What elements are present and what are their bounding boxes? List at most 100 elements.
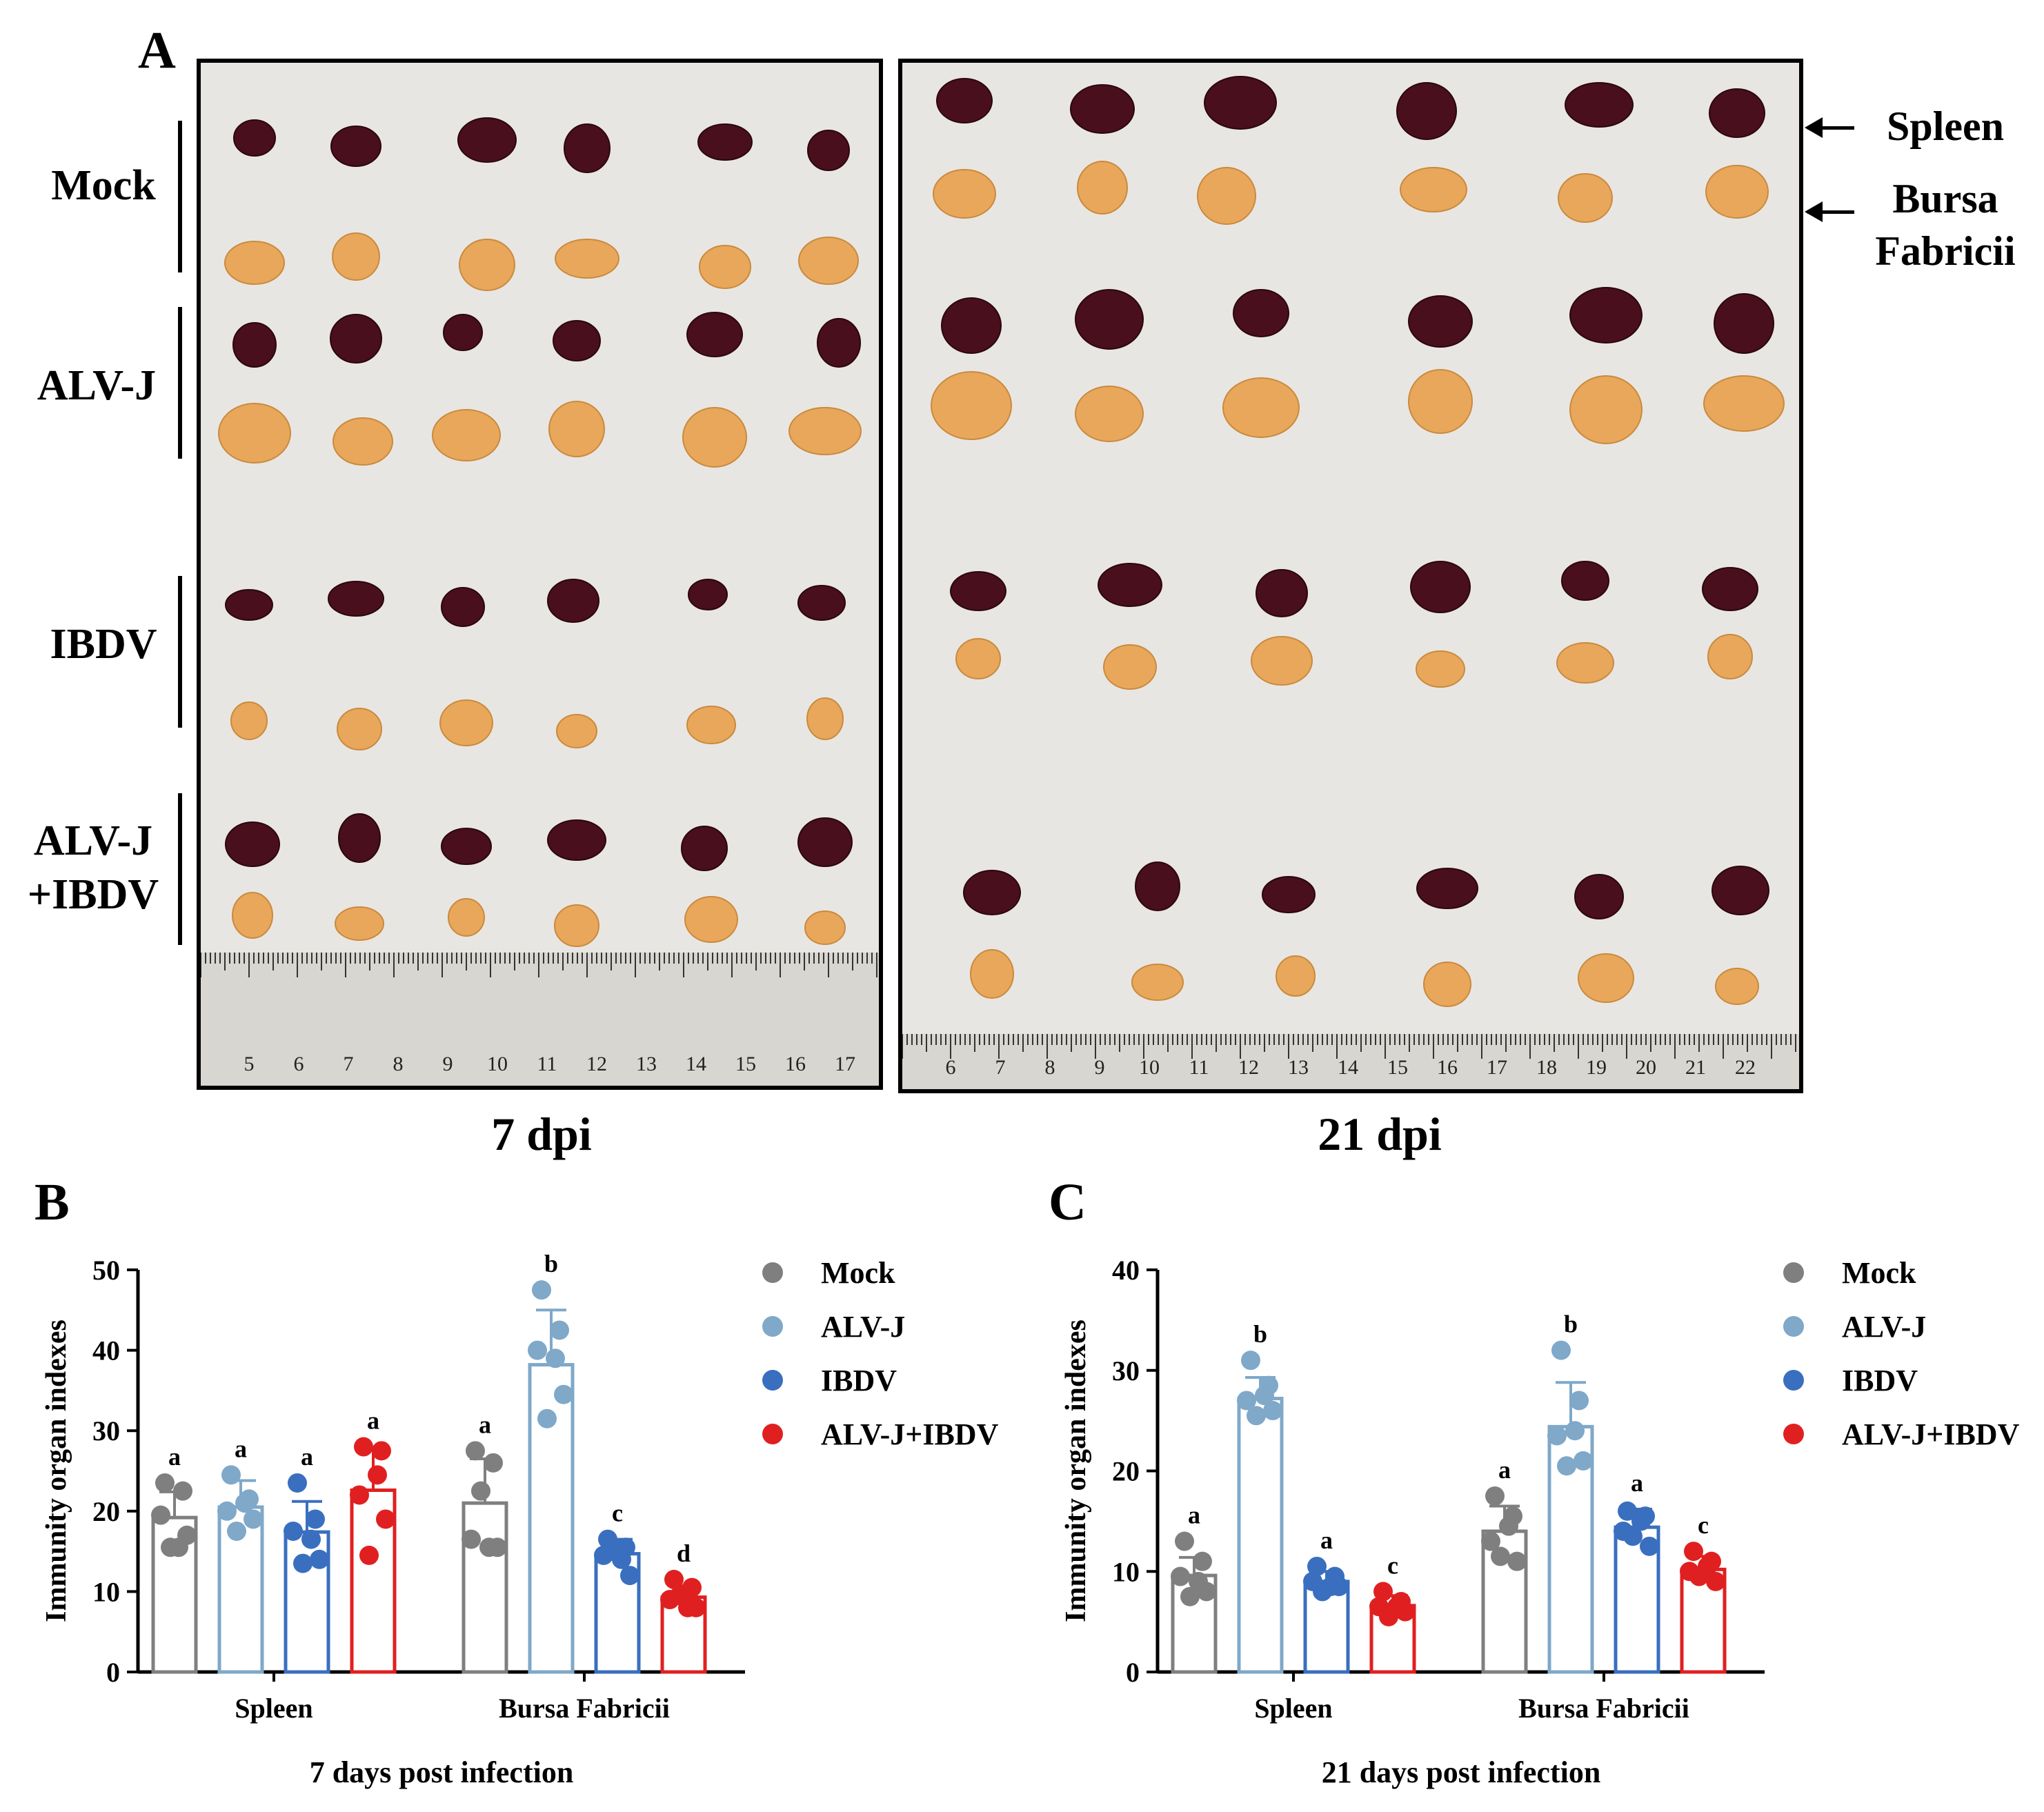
spleen-specimen: [681, 826, 728, 871]
data-point: [1307, 1556, 1327, 1576]
ruler-number: 10: [487, 1053, 508, 1075]
data-point: [1574, 1451, 1593, 1471]
bursa-specimen: [1197, 167, 1256, 225]
bursa-specimen: [1077, 161, 1128, 215]
significance-letter: a: [1320, 1526, 1333, 1554]
bursa-specimen: [933, 169, 996, 219]
photo-21dpi-specimens: 6 7 8 9 10 11 12 13 14 15 16 17 18 19 20 21 22: [902, 76, 1799, 1089]
chart-21dpi: 0 10 20 30 40 Immunity organ indexes Spleen a b a…: [1060, 1255, 2020, 1789]
data-point: [1618, 1501, 1637, 1521]
ruler-number: 19: [1586, 1056, 1607, 1079]
data-point: [1485, 1486, 1505, 1506]
legend-label: Mock: [821, 1256, 895, 1290]
spleen-specimen: [797, 817, 853, 867]
y-tick-label: 40: [1112, 1255, 1140, 1286]
ruler-number: 13: [636, 1053, 657, 1075]
bursa-specimen: [1707, 634, 1753, 679]
y-tick-label: 0: [106, 1657, 120, 1688]
data-point: [1237, 1391, 1256, 1411]
data-point: [306, 1509, 325, 1529]
data-point: [462, 1529, 481, 1549]
ruler-number: 16: [785, 1053, 806, 1075]
data-point: [1569, 1391, 1589, 1411]
ruler-number: 12: [1238, 1056, 1259, 1079]
bursa-specimen: [970, 949, 1014, 999]
spleen-specimen: [553, 320, 601, 361]
bursa-specimen: [1578, 953, 1634, 1003]
category-label: Spleen: [1254, 1693, 1332, 1724]
significance-letter: a: [1498, 1456, 1511, 1484]
spleen-specimen: [1256, 569, 1308, 617]
bar: [1237, 1397, 1284, 1674]
bursa-specimen: [686, 706, 736, 744]
data-point: [1557, 1456, 1576, 1476]
ruler-number: 8: [393, 1053, 404, 1075]
bursa-specimen: [1103, 644, 1157, 690]
panel-c-letter: C: [1049, 1173, 1087, 1231]
ruler-number: 15: [735, 1053, 756, 1075]
spleen-specimen: [1561, 561, 1609, 601]
data-point: [359, 1545, 379, 1565]
data-point: [227, 1521, 246, 1541]
data-point: [1551, 1340, 1571, 1360]
legend-label: IBDV: [821, 1364, 897, 1397]
data-point: [173, 1481, 192, 1501]
spleen-specimen: [1702, 567, 1758, 611]
bursa-specimen: [955, 638, 1001, 679]
spleen-specimen: [330, 126, 381, 167]
data-point: [1481, 1531, 1500, 1551]
legend-label: ALV-J+IBDV: [1842, 1417, 2020, 1451]
ruler-number: 7: [995, 1056, 1006, 1079]
data-point: [1547, 1426, 1567, 1446]
spleen-specimen: [564, 123, 611, 173]
bursa-specimen: [459, 239, 515, 291]
significance-letter: b: [1253, 1320, 1267, 1348]
significance-letter: b: [1564, 1311, 1578, 1338]
bursa-specimen: [788, 407, 862, 455]
y-tick-label: 20: [1112, 1456, 1140, 1487]
bursa-specimen: [555, 239, 619, 279]
data-point: [354, 1437, 373, 1457]
data-point: [1684, 1542, 1703, 1562]
spleen-specimen: [233, 119, 276, 157]
bursa-specimen: [798, 237, 859, 285]
data-point: [532, 1280, 551, 1300]
spleen-specimen: [686, 312, 743, 357]
legend-label: IBDV: [1842, 1364, 1918, 1397]
data-point: [1623, 1526, 1643, 1546]
bursa-specimen: [1556, 642, 1614, 684]
bursa-specimen: [931, 371, 1012, 440]
group-label-coinfection: ALV-J +IBDV: [27, 817, 159, 918]
ruler-number: 8: [1045, 1056, 1055, 1079]
data-point: [554, 1384, 573, 1404]
ruler-number: 21: [1685, 1056, 1706, 1079]
bursa-specimen: [1416, 650, 1465, 688]
legend-marker: [762, 1316, 783, 1337]
spleen-specimen: [1565, 82, 1634, 128]
significance-letter: a: [479, 1411, 491, 1438]
data-point: [151, 1505, 170, 1525]
data-point: [235, 1493, 255, 1513]
ruler-number: 22: [1735, 1056, 1756, 1079]
spleen-specimen: [807, 130, 850, 171]
spleen-specimen: [1070, 84, 1135, 134]
ruler-number: 11: [1189, 1056, 1209, 1079]
ruler-number: 7: [344, 1053, 354, 1075]
bursa-specimen: [1222, 377, 1300, 438]
spleen-specimen: [441, 587, 485, 627]
data-point: [678, 1597, 697, 1617]
data-point: [1698, 1556, 1717, 1576]
data-point: [537, 1408, 557, 1428]
data-point: [376, 1509, 395, 1529]
bursa-specimen: [1251, 636, 1313, 686]
spleen-specimen: [1396, 82, 1457, 140]
bursa-specimen: [230, 701, 268, 740]
spleen-specimen: [688, 579, 728, 610]
data-point: [1565, 1421, 1585, 1441]
data-point: [612, 1549, 631, 1569]
data-point: [1180, 1586, 1200, 1606]
ruler-number: 17: [1487, 1056, 1507, 1079]
spleen-arrow: [1805, 117, 1854, 138]
spleen-specimen: [950, 571, 1006, 611]
y-tick-label: 50: [92, 1255, 120, 1286]
